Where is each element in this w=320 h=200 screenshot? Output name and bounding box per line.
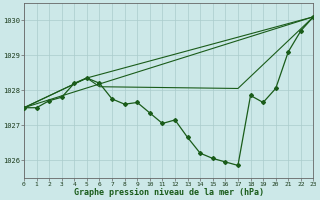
X-axis label: Graphe pression niveau de la mer (hPa): Graphe pression niveau de la mer (hPa) xyxy=(74,188,264,197)
